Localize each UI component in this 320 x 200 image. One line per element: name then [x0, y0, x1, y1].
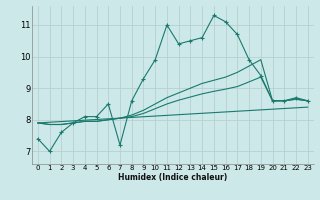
X-axis label: Humidex (Indice chaleur): Humidex (Indice chaleur): [118, 173, 228, 182]
